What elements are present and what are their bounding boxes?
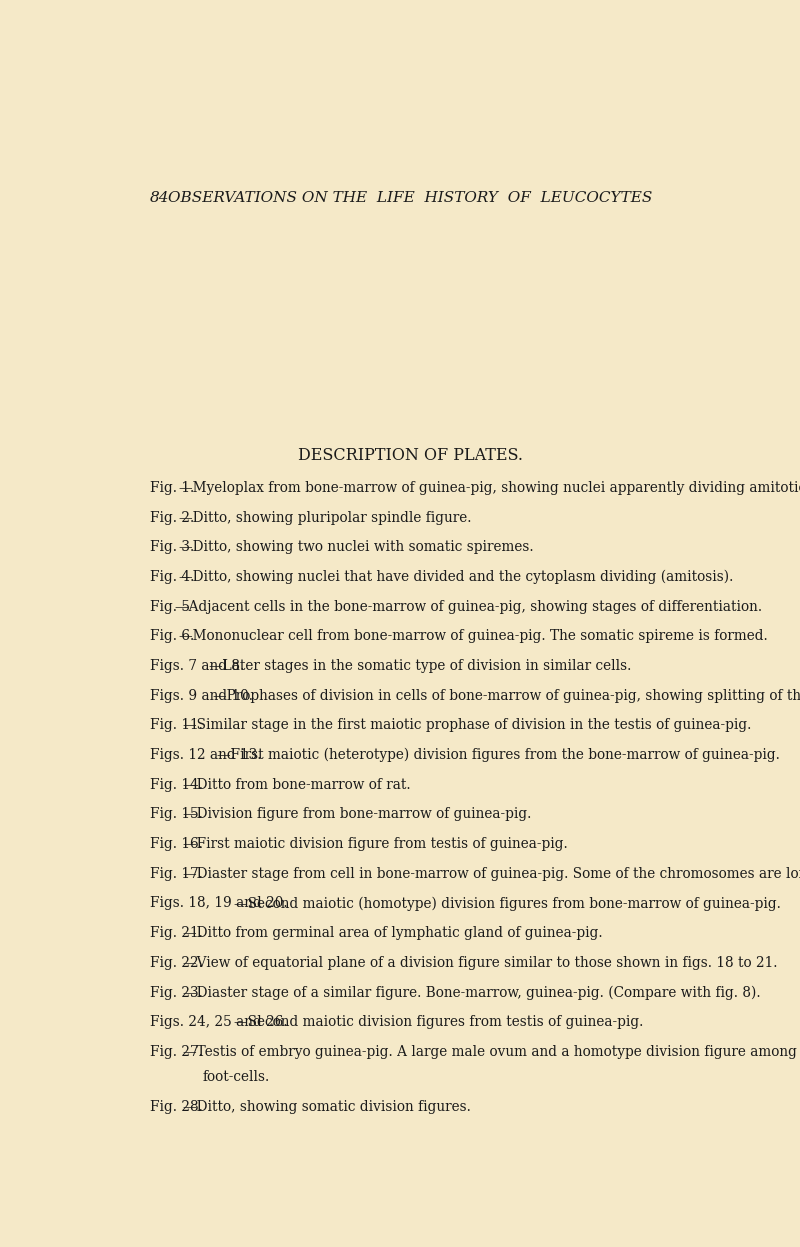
Text: —Ditto from bone-marrow of rat.: —Ditto from bone-marrow of rat. (183, 778, 411, 792)
Text: —Testis of embryo guinea-pig. A large male ovum and a homotype division figure a: —Testis of embryo guinea-pig. A large ma… (183, 1045, 800, 1059)
Text: Fig. 15.: Fig. 15. (150, 808, 202, 822)
Text: Figs. 7 and 8.: Figs. 7 and 8. (150, 658, 244, 673)
Text: Fig. 22.: Fig. 22. (150, 956, 202, 970)
Text: Figs. 24, 25 and 26.: Figs. 24, 25 and 26. (150, 1015, 287, 1029)
Text: —Second maiotic (homotype) division figures from bone-marrow of guinea-pig.: —Second maiotic (homotype) division figu… (234, 897, 781, 910)
Text: —Ditto, showing pluripolar spindle figure.: —Ditto, showing pluripolar spindle figur… (179, 510, 472, 525)
Text: Figs. 18, 19 and 20.: Figs. 18, 19 and 20. (150, 897, 287, 910)
Text: Fig. 4.: Fig. 4. (150, 570, 194, 584)
Text: OBSERVATIONS ON THE  LIFE  HISTORY  OF  LEUCOCYTES: OBSERVATIONS ON THE LIFE HISTORY OF LEUC… (168, 191, 652, 205)
Text: —Myeloplax from bone-marrow of guinea-pig, showing nuclei apparently dividing am: —Myeloplax from bone-marrow of guinea-pi… (179, 481, 800, 495)
Text: Fig. 3.: Fig. 3. (150, 540, 194, 554)
Text: —Mononuclear cell from bone-marrow of guinea-pig. The somatic spireme is formed.: —Mononuclear cell from bone-marrow of gu… (179, 630, 768, 643)
Text: Fig. 17.: Fig. 17. (150, 867, 202, 880)
Text: 84: 84 (150, 191, 169, 205)
Text: —Prophases of division in cells of bone-marrow of guinea-pig, showing splitting : —Prophases of division in cells of bone-… (213, 688, 800, 703)
Text: —Adjacent cells in the bone-marrow of guinea-pig, showing stages of differentiat: —Adjacent cells in the bone-marrow of gu… (175, 600, 762, 614)
Text: —First maiotic (heterotype) division figures from the bone-marrow of guinea-pig.: —First maiotic (heterotype) division fig… (217, 748, 780, 762)
Text: —Diaster stage of a similar figure. Bone-marrow, guinea-pig. (Compare with fig. : —Diaster stage of a similar figure. Bone… (183, 985, 761, 1000)
Text: Fig. 21.: Fig. 21. (150, 927, 202, 940)
Text: —Ditto, showing somatic division figures.: —Ditto, showing somatic division figures… (183, 1100, 471, 1114)
Text: —Division figure from bone-marrow of guinea-pig.: —Division figure from bone-marrow of gui… (183, 808, 532, 822)
Text: Fig. 11.: Fig. 11. (150, 718, 202, 732)
Text: —View of equatorial plane of a division figure similar to those shown in figs. 1: —View of equatorial plane of a division … (183, 956, 778, 970)
Text: —Second maiotic division figures from testis of guinea-pig.: —Second maiotic division figures from te… (234, 1015, 643, 1029)
Text: Fig. 23.: Fig. 23. (150, 985, 202, 1000)
Text: Fig. 28.: Fig. 28. (150, 1100, 202, 1114)
Text: Fig. 5: Fig. 5 (150, 600, 190, 614)
Text: —Diaster stage from cell in bone-marrow of guinea-pig. Some of the chromosomes a: —Diaster stage from cell in bone-marrow … (183, 867, 800, 880)
Text: —Similar stage in the first maiotic prophase of division in the testis of guinea: —Similar stage in the first maiotic prop… (183, 718, 752, 732)
Text: Figs. 9 and 10.: Figs. 9 and 10. (150, 688, 253, 703)
Text: Fig. 16.: Fig. 16. (150, 837, 202, 852)
Text: Fig. 27.: Fig. 27. (150, 1045, 202, 1059)
Text: —First maiotic division figure from testis of guinea-pig.: —First maiotic division figure from test… (183, 837, 568, 852)
Text: Fig. 6.: Fig. 6. (150, 630, 194, 643)
Text: DESCRIPTION OF PLATES.: DESCRIPTION OF PLATES. (298, 448, 522, 464)
Text: Figs. 12 and 13.: Figs. 12 and 13. (150, 748, 261, 762)
Text: —Ditto, showing two nuclei with somatic spiremes.: —Ditto, showing two nuclei with somatic … (179, 540, 534, 554)
Text: foot-cells.: foot-cells. (202, 1070, 270, 1084)
Text: Fig. 14.: Fig. 14. (150, 778, 202, 792)
Text: Fig. 2.: Fig. 2. (150, 510, 194, 525)
Text: Fig. 1.: Fig. 1. (150, 481, 194, 495)
Text: —Ditto, showing nuclei that have divided and the cytoplasm dividing (amitosis).: —Ditto, showing nuclei that have divided… (179, 570, 734, 585)
Text: —Ditto from germinal area of lymphatic gland of guinea-pig.: —Ditto from germinal area of lymphatic g… (183, 927, 603, 940)
Text: —Later stages in the somatic type of division in similar cells.: —Later stages in the somatic type of div… (209, 658, 631, 673)
